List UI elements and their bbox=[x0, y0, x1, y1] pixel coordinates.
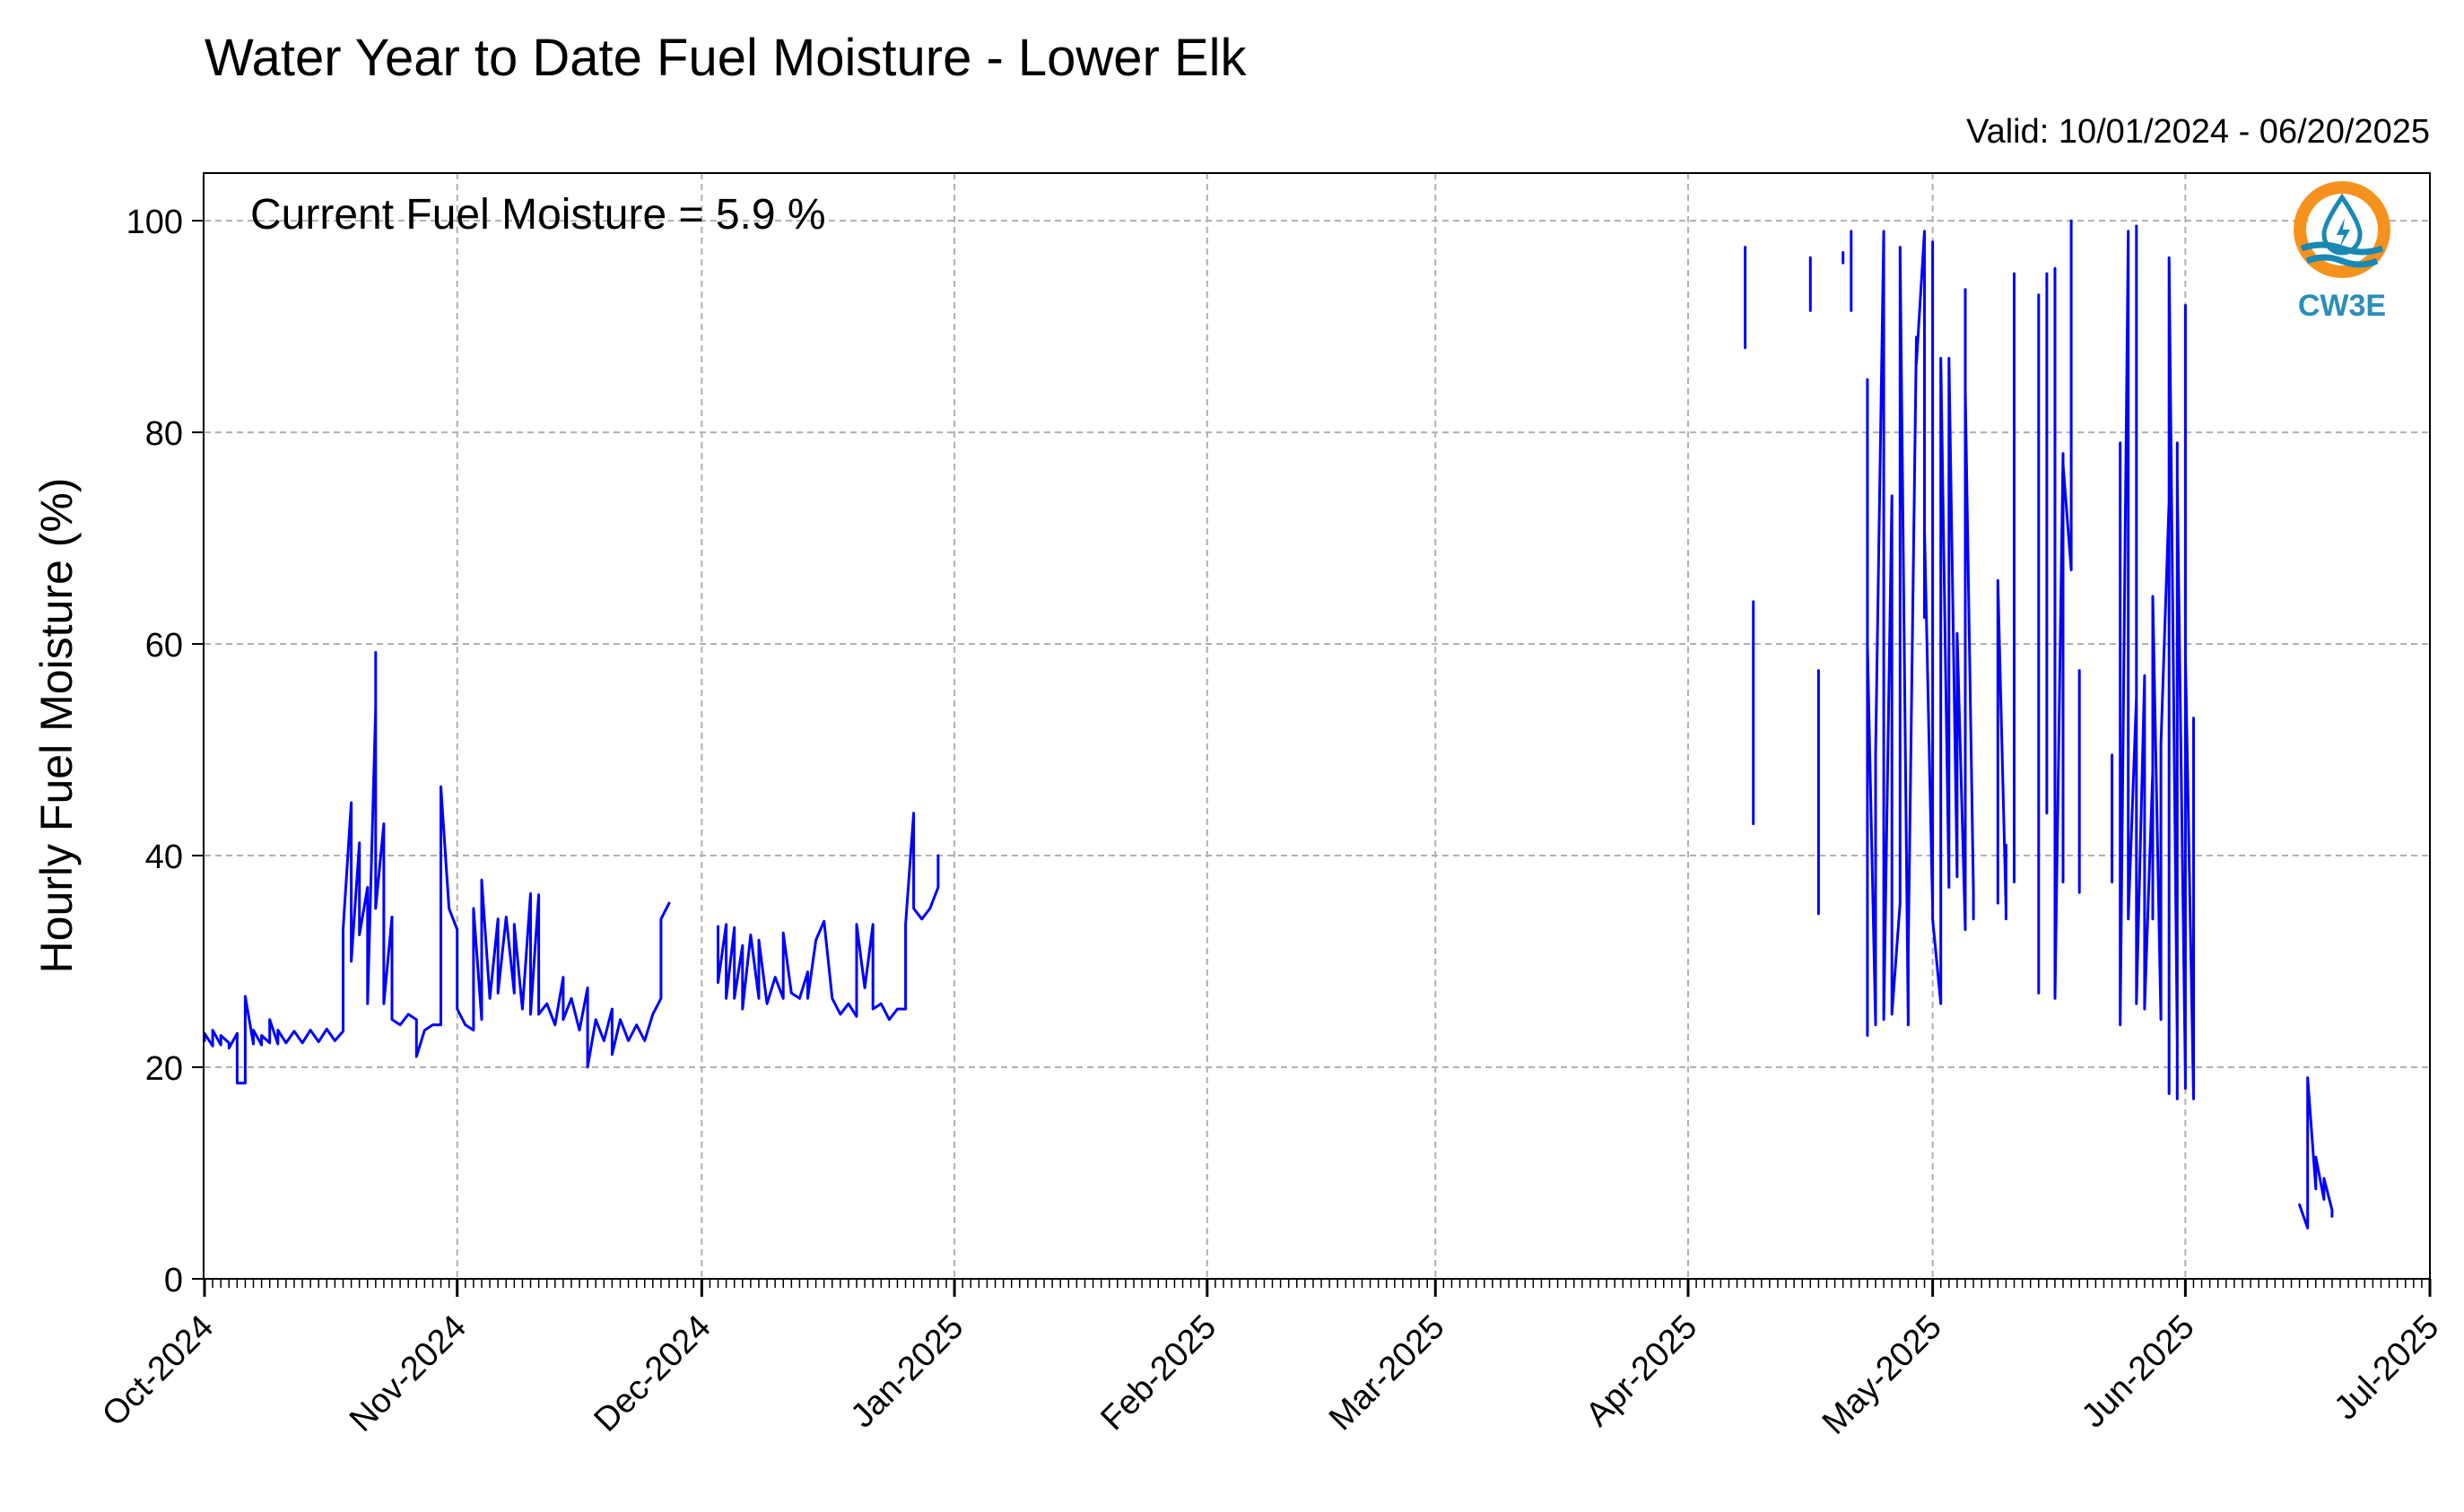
series-layer bbox=[203, 219, 2334, 1230]
series-line-segment bbox=[1996, 578, 2007, 921]
series-line-segment bbox=[1866, 230, 1975, 1038]
y-axis-label: Hourly Fuel Moisture (%) bbox=[31, 478, 82, 974]
cw3e-logo: CW3E bbox=[2294, 181, 2390, 323]
chart-title: Water Year to Date Fuel Moisture - Lower… bbox=[205, 29, 1248, 87]
series-line-segment bbox=[2298, 1076, 2334, 1230]
series-line-segment bbox=[203, 651, 671, 1085]
plot-frame bbox=[203, 172, 2431, 1280]
y-tick-label: 60 bbox=[145, 627, 183, 665]
series-line-segment bbox=[2053, 219, 2073, 1000]
series-line-segment bbox=[2119, 224, 2195, 1100]
y-tick-label: 80 bbox=[145, 415, 183, 453]
y-axis: 0 20 40 60 80 100 bbox=[126, 204, 205, 1299]
chart-subtitle: Valid: 10/01/2024 - 06/20/2025 bbox=[1966, 113, 2430, 151]
y-tick-label: 40 bbox=[145, 839, 183, 876]
y-tick-label: 20 bbox=[145, 1050, 183, 1088]
logo-text: CW3E bbox=[2298, 289, 2386, 323]
water-drop-icon bbox=[2294, 181, 2390, 278]
y-tick-label: 100 bbox=[126, 204, 183, 241]
y-tick-label: 0 bbox=[164, 1262, 183, 1299]
current-fuel-moisture-annotation: Current Fuel Moisture = 5.9 % bbox=[250, 191, 826, 239]
series-line-segment bbox=[717, 812, 940, 1021]
